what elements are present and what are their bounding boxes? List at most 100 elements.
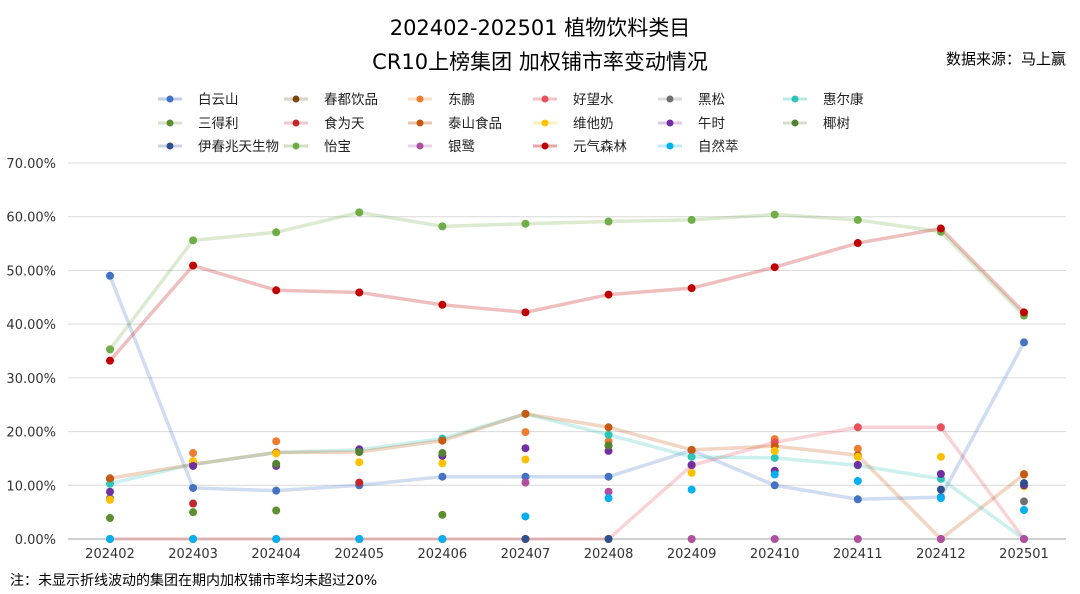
x-tick-label: 202412: [916, 547, 966, 562]
data-point: [604, 472, 613, 481]
legend-label: 维他奶: [573, 116, 614, 132]
data-point: [853, 215, 862, 224]
data-point: [770, 453, 779, 462]
legend-label: 惠尔康: [823, 91, 864, 108]
legend-marker: [166, 142, 174, 150]
data-point: [355, 535, 364, 543]
data-point: [521, 472, 530, 481]
data-point: [770, 470, 779, 479]
legend-marker: [541, 119, 549, 127]
data-point: [189, 499, 198, 508]
data-point: [106, 535, 114, 543]
y-tick-label: 0.00%: [15, 533, 56, 548]
x-tick-label: 202403: [168, 547, 218, 562]
data-point: [189, 236, 198, 245]
data-point: [936, 470, 945, 479]
data-point: [189, 535, 198, 543]
data-point: [1020, 497, 1028, 506]
data-point: [438, 222, 447, 231]
data-point: [853, 460, 862, 469]
data-point: [272, 286, 281, 295]
legend-label: 东鹏: [448, 92, 475, 108]
x-tick-label: 202402: [85, 547, 135, 562]
series-line: [109, 412, 1026, 541]
data-point: [1020, 479, 1028, 488]
data-point: [936, 494, 945, 503]
data-point: [355, 458, 364, 467]
legend-label: 白云山: [198, 92, 239, 108]
y-tick-label: 60.00%: [6, 211, 56, 226]
data-point: [272, 228, 281, 237]
legend-label: 银鹭: [448, 139, 475, 155]
data-point: [853, 239, 862, 248]
data-point: [1020, 505, 1028, 514]
data-point: [770, 535, 779, 543]
data-point: [604, 487, 613, 496]
legend-marker: [541, 142, 549, 150]
data-point: [106, 495, 114, 504]
data-point: [521, 535, 530, 543]
data-point: [355, 288, 364, 297]
data-point: [1020, 308, 1028, 317]
x-tick-label: 202405: [334, 547, 384, 562]
data-point: [687, 284, 696, 293]
data-point: [936, 452, 945, 461]
data-point: [355, 447, 364, 456]
data-point: [770, 210, 779, 219]
legend-label: 元气森林: [573, 139, 627, 155]
data-point: [604, 494, 613, 503]
data-point: [106, 356, 114, 365]
y-tick-label: 20.00%: [6, 426, 56, 441]
legend-label: 三得利: [198, 115, 239, 132]
data-point: [521, 428, 530, 437]
data-point: [106, 487, 114, 496]
data-point: [604, 290, 613, 299]
data-point: [438, 472, 447, 481]
series-line: [109, 412, 1026, 542]
data-point: [438, 510, 447, 519]
series-line: [108, 226, 1026, 362]
data-point: [936, 485, 945, 494]
data-point: [189, 508, 198, 517]
data-point: [521, 512, 530, 521]
data-point: [272, 535, 281, 543]
data-point: [521, 455, 530, 464]
data-point: [355, 208, 364, 217]
legend-marker: [166, 119, 174, 127]
legend-marker: [666, 142, 674, 150]
legend-label: 自然萃: [698, 138, 739, 155]
data-point: [936, 423, 945, 432]
legend-marker: [166, 95, 174, 103]
data-point: [687, 215, 696, 224]
data-point: [189, 461, 198, 470]
data-point: [106, 514, 114, 523]
legend-marker: [791, 95, 799, 103]
legend-label: 春都饮品: [324, 92, 378, 108]
y-tick-label: 70.00%: [6, 157, 56, 172]
data-point: [438, 449, 447, 458]
x-tick-label: 202407: [501, 547, 551, 562]
series-line: [110, 425, 1026, 541]
data-point: [687, 445, 696, 454]
data-point: [438, 300, 447, 309]
data-point: [521, 409, 530, 418]
data-point: [604, 535, 613, 543]
legend-label: 泰山食品: [448, 115, 502, 132]
data-point: [521, 444, 530, 453]
legend-label: 好望水: [573, 92, 614, 108]
y-tick-label: 40.00%: [6, 318, 56, 333]
data-point: [1020, 338, 1028, 347]
data-point: [189, 261, 198, 270]
x-tick-label: 202409: [667, 547, 717, 562]
data-point: [604, 430, 613, 439]
data-point: [272, 437, 281, 446]
data-point: [853, 476, 862, 485]
legend-marker: [666, 119, 674, 127]
data-point: [853, 423, 862, 432]
legend-marker: [416, 142, 424, 150]
data-point: [272, 486, 281, 495]
data-point: [770, 446, 779, 455]
data-point: [438, 535, 447, 543]
data-point: [106, 271, 114, 280]
